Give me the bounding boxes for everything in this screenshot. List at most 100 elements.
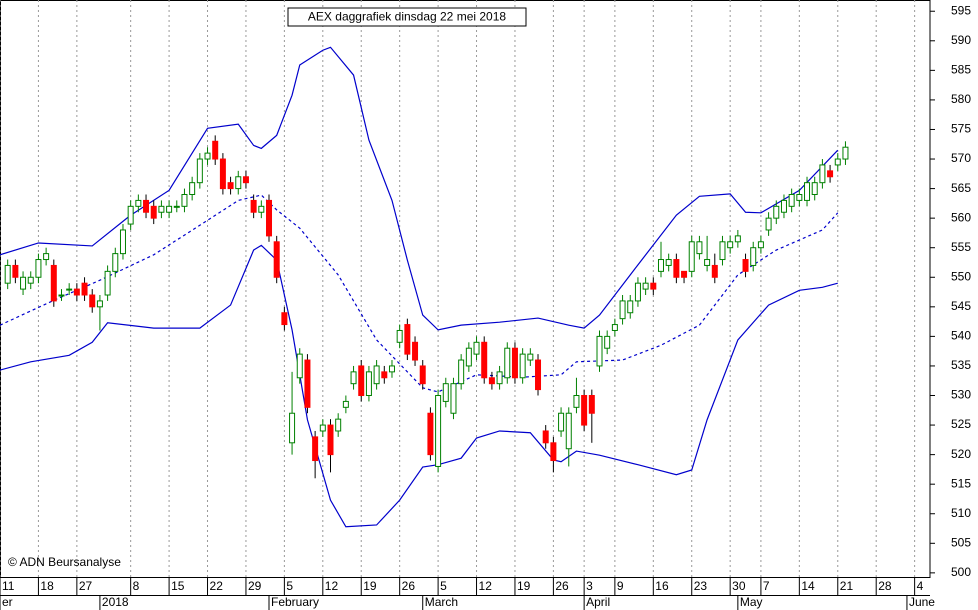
x-tick-label: 9 — [617, 579, 624, 593]
candle-body — [258, 205, 265, 213]
candle-body — [181, 194, 188, 207]
candle-body — [219, 158, 226, 190]
candle-body — [780, 199, 787, 213]
candle-body — [135, 199, 142, 207]
candle-body — [35, 259, 42, 278]
month-label: May — [740, 595, 763, 609]
candle-body — [4, 264, 11, 284]
candle-body — [419, 365, 426, 385]
candle-body — [619, 300, 626, 320]
x-tick-label: 11 — [2, 579, 15, 593]
candle-body — [642, 282, 649, 290]
candle-body — [811, 182, 818, 196]
month-label: February — [271, 595, 319, 609]
candle-body — [381, 371, 388, 379]
y-tick-label: 575 — [951, 122, 971, 136]
y-tick-label: 535 — [951, 358, 971, 372]
candle-body — [611, 324, 618, 331]
candle-body — [319, 424, 326, 432]
candle-body — [573, 395, 580, 408]
candle-body — [73, 288, 80, 296]
x-tick-label: 14 — [801, 579, 815, 593]
candle-body — [242, 176, 249, 184]
candle-body — [688, 241, 695, 272]
candle-body — [412, 341, 419, 361]
x-tick-label: 23 — [694, 579, 708, 593]
y-tick-label: 565 — [951, 181, 971, 195]
y-tick-label: 540 — [951, 329, 971, 343]
candle-body — [96, 300, 103, 308]
x-tick-label: 12 — [325, 579, 339, 593]
y-tick-label: 555 — [951, 240, 971, 254]
y-tick-label: 585 — [951, 63, 971, 77]
y-tick-label: 570 — [951, 151, 971, 165]
candle-body — [804, 182, 811, 201]
candle-body — [143, 199, 150, 213]
candle-body — [588, 395, 595, 414]
y-tick-label: 510 — [951, 506, 971, 520]
y-tick-label: 550 — [951, 269, 971, 283]
x-tick-label: 5 — [440, 579, 447, 593]
candle-body — [442, 383, 449, 402]
month-label: 2018 — [102, 595, 129, 609]
candle-body — [519, 353, 526, 379]
candle-body — [12, 264, 19, 278]
candle-body — [204, 152, 211, 160]
candle-body — [335, 418, 342, 432]
y-tick-label: 595 — [951, 3, 971, 17]
candle-body — [596, 335, 603, 367]
x-tick-label: 16 — [655, 579, 669, 593]
candle-body — [235, 176, 242, 190]
candle-body — [427, 412, 434, 456]
candle-body — [304, 359, 311, 408]
x-tick-label: 12 — [479, 579, 493, 593]
candle-body — [657, 259, 664, 272]
y-tick-label: 505 — [951, 535, 971, 549]
month-label: March — [425, 595, 458, 609]
x-tick-label: 5 — [286, 579, 293, 593]
candle-body — [550, 442, 557, 462]
candle-body — [834, 158, 841, 166]
x-tick-label: 27 — [79, 579, 93, 593]
candle-body — [158, 205, 165, 213]
candle-body — [312, 436, 319, 462]
candle-body — [627, 300, 634, 314]
candle-body — [150, 205, 157, 219]
candle-body — [173, 205, 180, 208]
candle-body — [365, 371, 372, 397]
candle-body — [788, 194, 795, 207]
candle-body — [719, 241, 726, 261]
candle-body — [796, 194, 803, 201]
x-tick-label: 19 — [363, 579, 377, 593]
x-tick-label: 3 — [586, 579, 593, 593]
candle-body — [289, 412, 296, 444]
x-tick-label: 7 — [763, 579, 770, 593]
x-tick-label: 15 — [171, 579, 185, 593]
candle-body — [358, 365, 365, 397]
x-tick-label: 28 — [878, 579, 892, 593]
y-tick-label: 530 — [951, 388, 971, 402]
y-tick-label: 580 — [951, 92, 971, 106]
candle-body — [604, 335, 611, 349]
candle-body — [43, 253, 50, 261]
x-tick-label: 26 — [402, 579, 416, 593]
candle-body — [558, 412, 565, 432]
candle-body — [66, 288, 73, 291]
candle-body — [727, 241, 734, 249]
candle-body — [465, 347, 472, 367]
month-label: June — [909, 595, 935, 609]
band-line — [0, 46, 839, 331]
candle-body — [581, 395, 588, 426]
candle-body — [189, 182, 196, 196]
candle-body — [535, 359, 542, 391]
x-tick-label: 21 — [840, 579, 854, 593]
candle-body — [450, 383, 457, 414]
candle-body — [112, 253, 119, 272]
candle-body — [750, 247, 757, 266]
y-tick-label: 520 — [951, 447, 971, 461]
title-box — [287, 7, 527, 27]
candle-body — [742, 259, 749, 272]
band-line — [0, 194, 839, 393]
candle-body — [665, 259, 672, 266]
candle-body — [542, 430, 549, 444]
